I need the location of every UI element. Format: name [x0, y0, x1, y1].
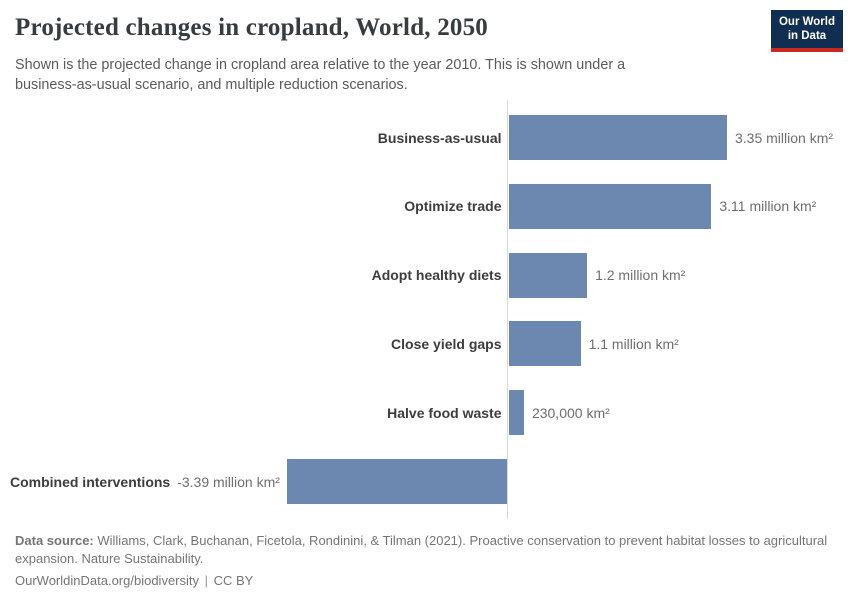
data-source-label: Data source: [15, 533, 94, 548]
value-label-text: 1.1 million km² [588, 335, 679, 352]
value-label-text: 3.11 million km² [719, 198, 817, 215]
category-label: Halve food waste [0, 390, 502, 435]
data-source-text: Williams, Clark, Buchanan, Ficetola, Ron… [15, 533, 828, 566]
attribution-line: OurWorldinData.org/biodiversity | CC BY [15, 572, 837, 590]
value-label-text: 230,000 km² [531, 404, 610, 421]
owid-url-link[interactable]: OurWorldinData.org/biodiversity [15, 572, 199, 588]
bar-optimize-trade[interactable] [509, 183, 712, 229]
value-label: 1.2 million km² [595, 253, 685, 298]
license-link[interactable]: CC BY [213, 572, 254, 588]
category-label: Adopt healthy diets [0, 253, 502, 298]
owid-logo-line1: Our World [778, 15, 835, 28]
category-label: Optimize trade [0, 184, 502, 229]
category-label-text: Close yield gaps [391, 335, 502, 352]
category-label-text: Optimize trade [404, 198, 502, 215]
category-label-text: Adopt healthy diets [371, 267, 502, 284]
zero-axis-line [507, 100, 508, 519]
bar-combined-interventions[interactable] [286, 459, 508, 504]
bar-adopt-healthy-diets[interactable] [509, 252, 588, 298]
value-label: 3.35 million km² [735, 115, 833, 160]
chart-title: Projected changes in cropland, World, 20… [15, 14, 488, 41]
owid-logo[interactable]: Our World in Data [771, 10, 843, 52]
bar-halve-food-waste[interactable] [509, 390, 524, 436]
category-label-text: Halve food waste [387, 404, 502, 421]
data-source-line: Data source: Williams, Clark, Buchanan, … [15, 532, 837, 568]
negative-label-group: Combined interventions -3.39 million km² [0, 459, 280, 504]
category-label: Business-as-usual [0, 115, 502, 160]
bar-chart: Business-as-usual 3.35 million km² Optimiz… [0, 100, 833, 519]
separator: | [201, 572, 212, 588]
bar-business-as-usual[interactable] [509, 115, 727, 160]
value-label: 1.1 million km² [589, 321, 679, 366]
value-label-text: 1.2 million km² [595, 267, 686, 284]
chart-footer: Data source: Williams, Clark, Buchanan, … [15, 532, 837, 590]
chart-subtitle: Shown is the projected change in croplan… [15, 57, 626, 94]
bar-close-yield-gaps[interactable] [509, 321, 581, 367]
category-label-text: Business-as-usual [377, 129, 502, 146]
category-label-text: Combined interventions [9, 473, 171, 490]
value-label: 3.11 million km² [719, 184, 816, 229]
value-label-text: -3.39 million km² [177, 473, 280, 490]
category-label: Close yield gaps [0, 321, 502, 366]
value-label: 230,000 km² [532, 390, 610, 435]
owid-logo-line2: in Data [787, 30, 827, 42]
value-label-text: 3.35 million km² [734, 129, 834, 146]
